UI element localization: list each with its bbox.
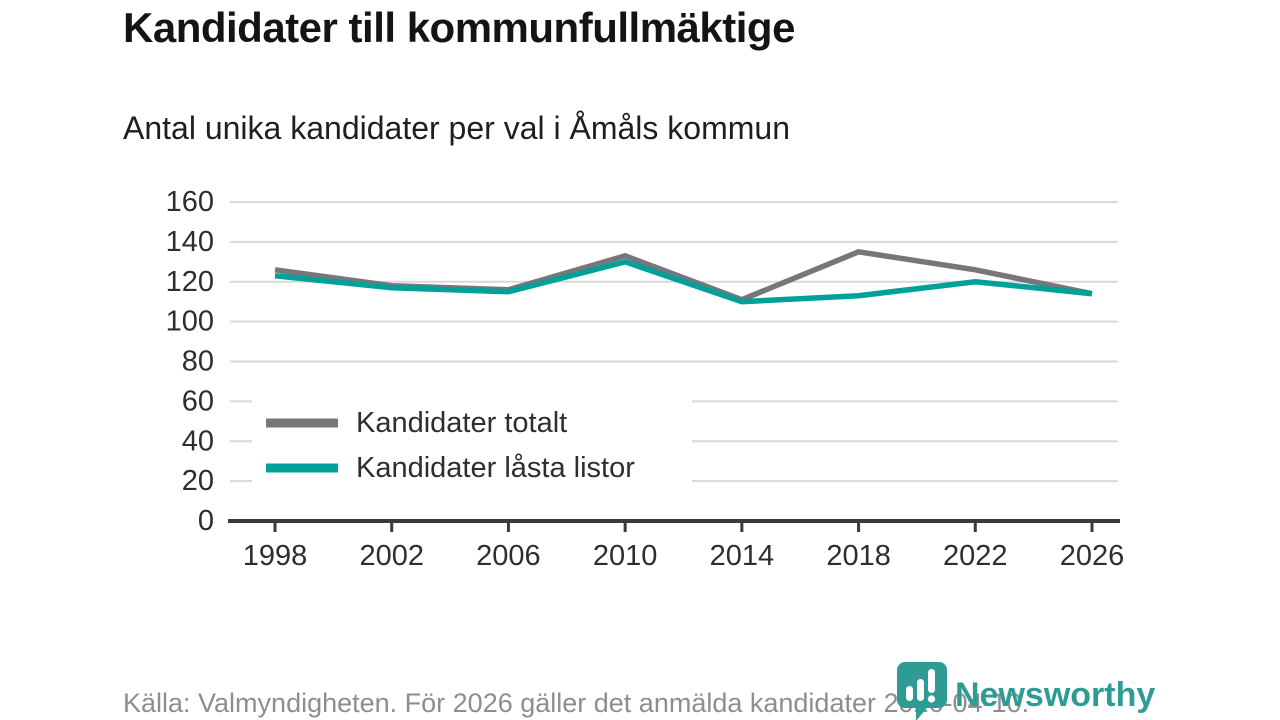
legend-background [252,396,692,493]
y-tick-label: 40 [182,425,214,457]
x-tick-label: 2018 [826,540,891,572]
newsworthy-logo: Newsworthy [895,660,1155,720]
newsworthy-bubble-chart-icon [897,662,947,720]
chart-subtitle: Antal unika kandidater per val i Åmåls k… [123,110,790,146]
legend-label: Kandidater låsta listor [356,452,635,484]
y-tick-label: 80 [182,346,214,378]
x-tick-label: 2026 [1060,540,1125,572]
source-note: Källa: Valmyndigheten. För 2026 gäller d… [123,688,1030,718]
y-tick-label: 120 [166,266,214,298]
x-tick-label: 2006 [476,540,541,572]
y-tick-label: 20 [182,465,214,497]
series-line-totalt [274,249,1093,303]
x-tick-label: 1998 [243,540,308,572]
legend-label: Kandidater totalt [356,407,567,439]
y-tick-label: 0 [198,505,214,537]
y-tick-label: 140 [166,226,214,258]
y-tick-label: 60 [182,385,214,417]
series-line-lasta-listor [274,258,1093,305]
brand-name: Newsworthy [955,676,1156,714]
y-tick-label: 100 [166,306,214,338]
x-tick-label: 2022 [943,540,1008,572]
y-tick-label: 160 [166,186,214,218]
page-title: Kandidater till kommunfullmäktige [123,4,795,51]
x-tick-label: 2010 [593,540,658,572]
x-tick-label: 2002 [359,540,424,572]
x-tick-label: 2014 [710,540,775,572]
